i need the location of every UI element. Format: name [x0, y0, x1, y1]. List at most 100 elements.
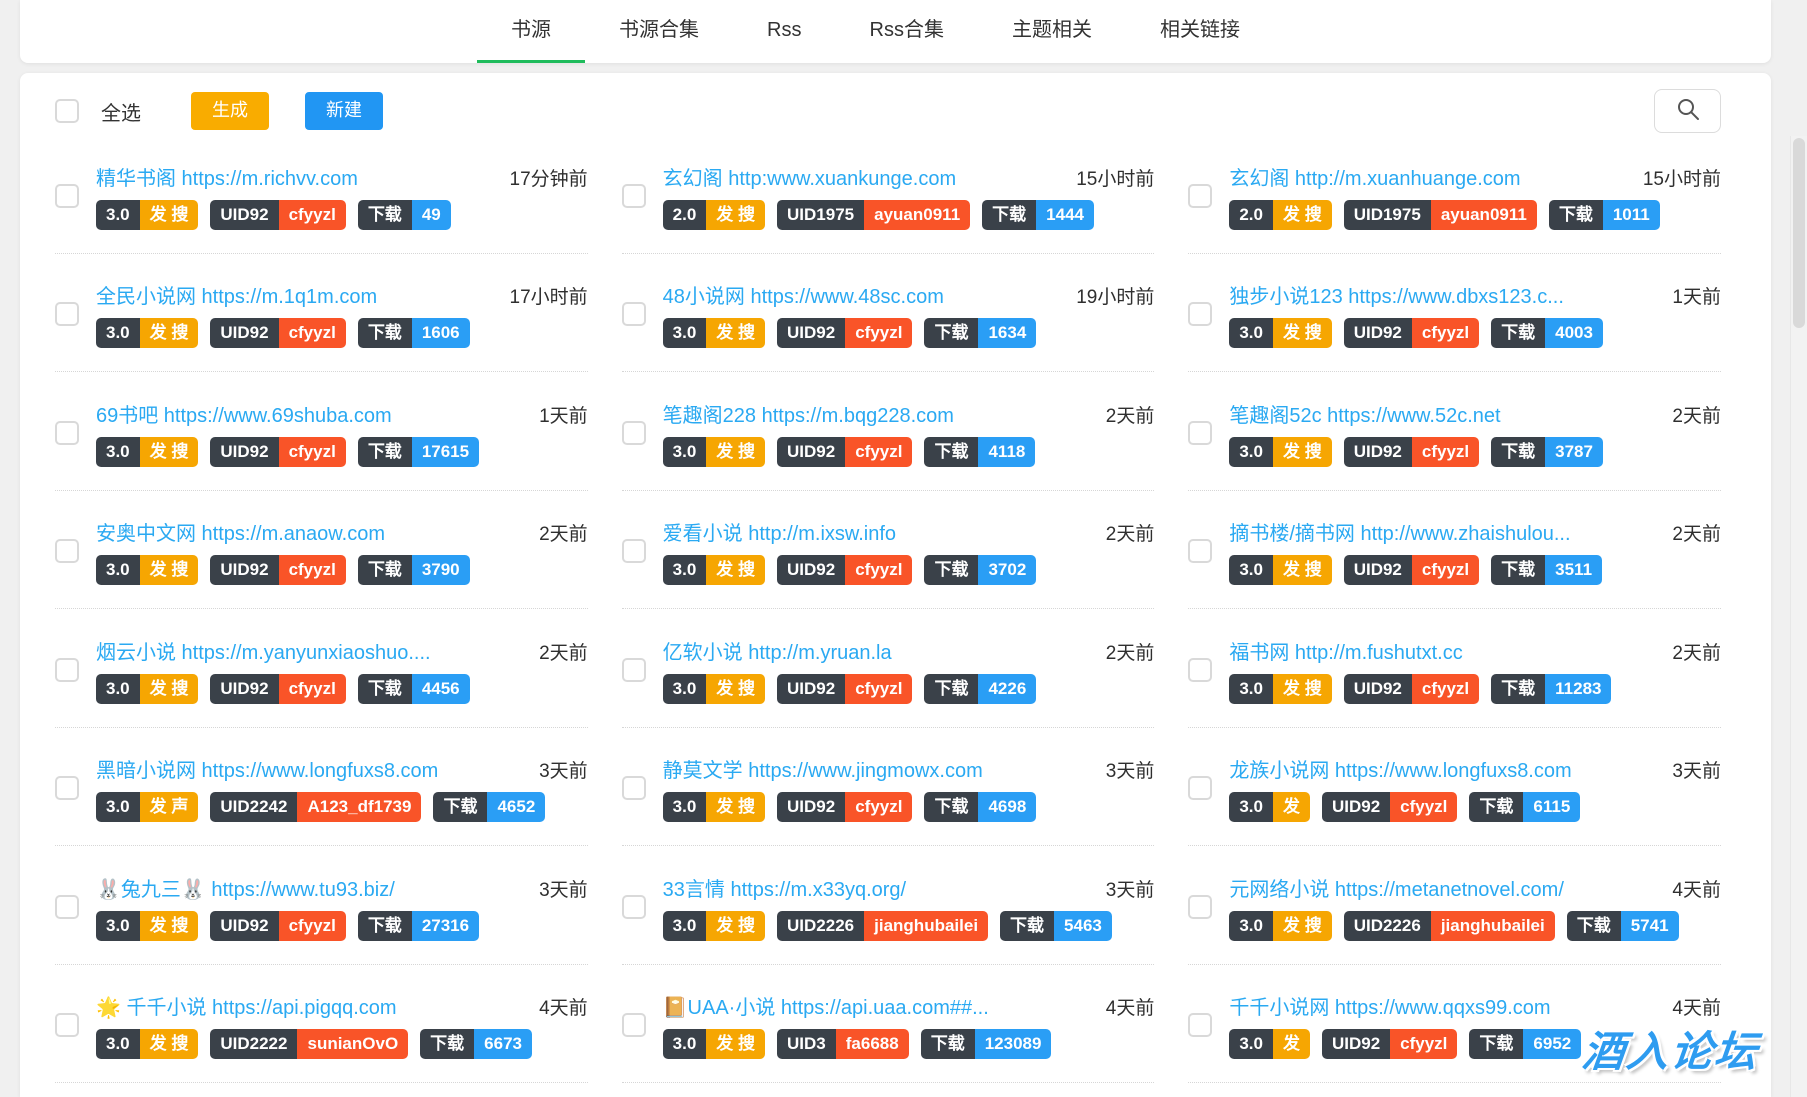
card-checkbox[interactable]	[1188, 776, 1213, 801]
source-title-link[interactable]: 元网络小说 https://metanetnovel.com/	[1229, 878, 1564, 901]
card-time: 3天前	[539, 761, 588, 783]
card-checkbox[interactable]	[621, 894, 646, 919]
user-badge: jianghubailei	[1430, 910, 1555, 941]
card-checkbox[interactable]	[621, 1013, 646, 1038]
card-checkbox[interactable]	[55, 420, 79, 445]
source-title-link[interactable]: 🐰兔九三🐰 https://www.tu93.biz/	[96, 878, 395, 901]
scrollbar-thumb[interactable]	[1793, 138, 1805, 328]
download-badge: 下载	[920, 1029, 975, 1060]
source-title-link[interactable]: 笔趣阁228 https://m.bqg228.com	[662, 404, 954, 427]
user-badge: cfyyzl	[845, 436, 913, 467]
badge-pair: UID92 cfyyzl	[210, 555, 346, 586]
download-count-badge: 6952	[1523, 1029, 1582, 1060]
download-badge: 下载	[1491, 436, 1546, 467]
search-button[interactable]	[1654, 89, 1721, 133]
card-checkbox[interactable]	[1188, 420, 1213, 445]
source-title-link[interactable]: 独步小说123 https://www.dbxs123.c...	[1229, 286, 1564, 309]
card-checkbox[interactable]	[55, 657, 79, 682]
source-title-link[interactable]: 精华书阁 https://m.richvv.com	[96, 167, 358, 190]
tag-badge: 发	[1272, 1029, 1310, 1060]
card-checkbox[interactable]	[1188, 657, 1213, 682]
source-title-link[interactable]: 全民小说网 https://m.1q1m.com	[96, 286, 378, 309]
tag-badge: 发 搜	[1272, 318, 1332, 349]
tag-badge: 发 搜	[706, 318, 766, 349]
create-button[interactable]: 新建	[305, 92, 383, 130]
card-top-row: 玄幻阁 http:www.xuankunge.com 15小时前	[663, 162, 1155, 191]
card-checkbox[interactable]	[621, 183, 646, 208]
uid-badge: UID92	[1343, 436, 1412, 467]
source-title-link[interactable]: 玄幻阁 http://m.xuanhuange.com	[1229, 167, 1521, 190]
badge-pair: UID92 cfyyzl	[777, 555, 913, 586]
version-badge: 3.0	[662, 792, 707, 823]
card-checkbox[interactable]	[55, 539, 79, 564]
source-title-link[interactable]: 69书吧 https://www.69shuba.com	[96, 404, 392, 427]
source-title-link[interactable]: 48小说网 https://www.48sc.com	[662, 286, 944, 309]
uid-badge: UID92	[777, 436, 846, 467]
tab-book-source-collection[interactable]: 书源合集	[619, 19, 700, 41]
card-body: 爱看小说 http://m.ixsw.info 2天前 3.0 发 搜 UID92 cfy…	[662, 517, 1154, 586]
uid-badge: UID92	[210, 910, 279, 941]
card-checkbox[interactable]	[621, 539, 646, 564]
uid-badge: UID92	[210, 199, 279, 230]
card-checkbox[interactable]	[55, 1013, 79, 1038]
card-checkbox[interactable]	[1188, 302, 1213, 327]
card-checkbox[interactable]	[621, 776, 646, 801]
card-checkbox[interactable]	[621, 657, 646, 682]
source-title-link[interactable]: 笔趣阁52c https://www.52c.net	[1229, 404, 1501, 427]
card-checkbox[interactable]	[1188, 1013, 1213, 1038]
tab-book-source[interactable]: 书源	[477, 0, 586, 63]
source-title-link[interactable]: 烟云小说 https://m.yanyunxiaoshuo....	[96, 641, 431, 664]
card-checkbox[interactable]	[55, 183, 79, 208]
source-title-link[interactable]: 静莫文学 https://www.jingmowx.com	[662, 760, 983, 783]
card-checkbox[interactable]	[621, 420, 646, 445]
tab-rss-collection[interactable]: Rss合集	[869, 19, 944, 41]
source-title-link[interactable]: 🌟 千千小说 https://api.pigqq.com	[96, 997, 397, 1020]
card-badges: 3.0 发 搜 UID92 cfyyzl 下载 49	[96, 199, 588, 230]
version-badge: 2.0	[662, 199, 707, 230]
source-title-link[interactable]: 安奥中文网 https://m.anaow.com	[96, 523, 385, 546]
card-checkbox[interactable]	[1188, 183, 1213, 208]
source-title-link[interactable]: 千千小说网 https://www.qqxs99.com	[1229, 997, 1551, 1020]
card-checkbox[interactable]	[55, 302, 79, 327]
badge-pair: 3.0 发 搜	[96, 199, 199, 230]
badge-pair: 3.0 发	[1229, 1029, 1310, 1060]
card-checkbox[interactable]	[55, 894, 79, 919]
card-top-row: 33言情 https://m.x33yq.org/3天前	[663, 873, 1155, 902]
card-checkbox[interactable]	[621, 302, 646, 327]
tag-badge: 发 搜	[1272, 436, 1332, 467]
card-body: 🌟 千千小说 https://api.pigqq.com 4天前 3.0 发 搜 UID…	[96, 991, 588, 1060]
select-all-checkbox[interactable]	[55, 99, 79, 123]
book-source-card: 🌟 千千小说 https://api.pigqq.com 4天前 3.0 发 搜 UID…	[55, 965, 588, 1083]
card-badges: 3.0 发 搜 UID92 cfyyzl 下载 4003	[1229, 318, 1721, 349]
card-checkbox[interactable]	[55, 776, 79, 801]
book-source-card: 爱看小说 http://m.ixsw.info 2天前 3.0 发 搜 UID92 cfy…	[621, 491, 1155, 609]
tab-related-links[interactable]: 相关链接	[1159, 19, 1240, 41]
version-badge: 3.0	[1229, 436, 1273, 467]
uid-badge: UID92	[210, 318, 279, 349]
source-title-link[interactable]: 摘书楼/摘书网 http://www.zhaishulou...	[1229, 523, 1571, 546]
source-title-link[interactable]: 33言情 https://m.x33yq.org/	[662, 878, 907, 901]
user-badge: cfyyzl	[845, 318, 913, 349]
select-all-label: 全选	[101, 102, 141, 125]
tag-badge: 发 搜	[706, 436, 766, 467]
book-source-card: 全民小说网 https://m.1q1m.com 17小时前 3.0 发 搜 UID92…	[55, 254, 588, 372]
source-title-link[interactable]: 龙族小说网 https://www.longfuxs8.com	[1229, 760, 1572, 783]
card-time: 3天前	[539, 879, 588, 901]
source-title-link[interactable]: 📔UAA·小说 https://api.uaa.com##...	[662, 997, 989, 1020]
source-title-link[interactable]: 爱看小说 http://m.ixsw.info	[662, 523, 897, 546]
source-title-link[interactable]: 玄幻阁 http:www.xuankunge.com	[662, 167, 957, 190]
tab-rss[interactable]: Rss	[767, 19, 802, 41]
tab-theme-related[interactable]: 主题相关	[1011, 19, 1092, 41]
source-title-link[interactable]: 黑暗小说网 https://www.longfuxs8.com	[96, 760, 439, 783]
source-title-link[interactable]: 亿软小说 http://m.yruan.la	[662, 641, 892, 664]
generate-button[interactable]: 生成	[191, 92, 269, 130]
card-checkbox[interactable]	[1188, 894, 1213, 919]
download-count-badge: 3511	[1545, 555, 1603, 586]
card-time: 4天前	[1105, 998, 1155, 1020]
card-body: 48小说网 https://www.48sc.com 19小时前 3.0 发 搜 UID…	[662, 280, 1154, 349]
uid-badge: UID92	[1343, 318, 1412, 349]
scrollbar-track[interactable]	[1790, 136, 1807, 1097]
source-title-link[interactable]: 福书网 http://m.fushutxt.cc	[1229, 641, 1463, 664]
card-checkbox[interactable]	[1188, 539, 1213, 564]
download-count-badge: 1011	[1602, 199, 1660, 230]
